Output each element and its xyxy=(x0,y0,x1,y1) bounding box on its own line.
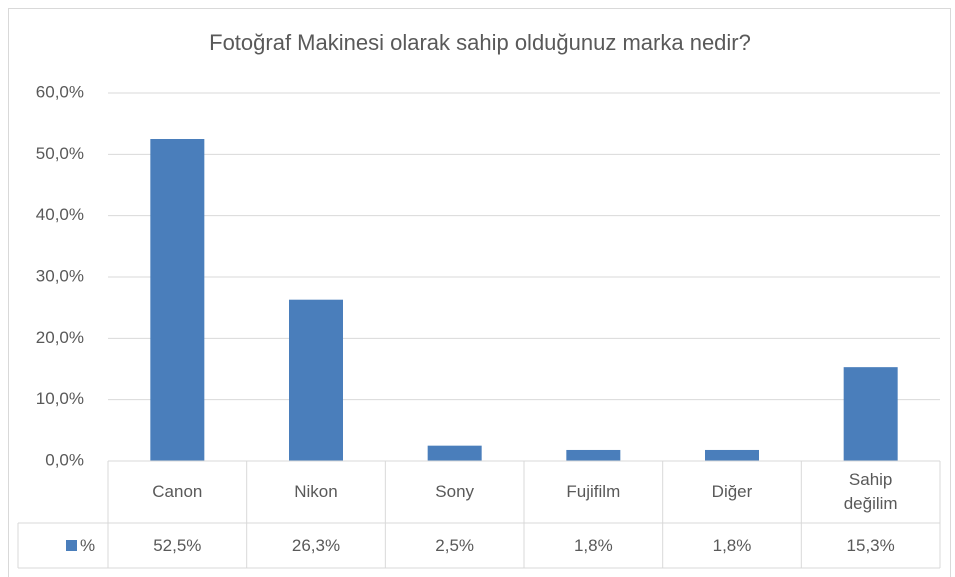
y-tick-label: 40,0% xyxy=(36,205,84,224)
y-tick-label: 50,0% xyxy=(36,144,84,163)
data-label: 26,3% xyxy=(291,535,341,555)
data-label: 52,5% xyxy=(153,535,202,555)
bar xyxy=(289,299,343,461)
data-label: 1,8% xyxy=(573,535,613,555)
y-tick-label: 30,0% xyxy=(36,266,84,285)
bar xyxy=(427,445,482,461)
legend-label: % xyxy=(80,536,95,555)
bar xyxy=(566,449,621,461)
legend-swatch xyxy=(66,540,77,551)
bar xyxy=(843,367,898,461)
x-tick-label: Canon xyxy=(152,482,203,501)
chart-title: Fotoğraf Makinesi olarak sahip olduğunuz… xyxy=(209,30,751,55)
data-label: 2,5% xyxy=(435,535,475,555)
y-tick-label: 0,0% xyxy=(45,450,84,469)
bar xyxy=(150,139,205,461)
x-tick-label: Nikon xyxy=(294,482,338,501)
y-tick-label: 20,0% xyxy=(36,328,84,347)
x-tick-label: Sahip değilim xyxy=(843,470,898,513)
x-tick-label: Sony xyxy=(435,482,475,501)
x-tick-label: Diğer xyxy=(711,482,753,501)
y-tick-label: 60,0% xyxy=(36,82,84,101)
y-tick-label: 10,0% xyxy=(36,389,84,408)
bar xyxy=(705,449,759,461)
x-tick-label: Fujifilm xyxy=(566,482,621,501)
data-label: 1,8% xyxy=(712,535,752,555)
data-label: 15,3% xyxy=(846,535,895,555)
